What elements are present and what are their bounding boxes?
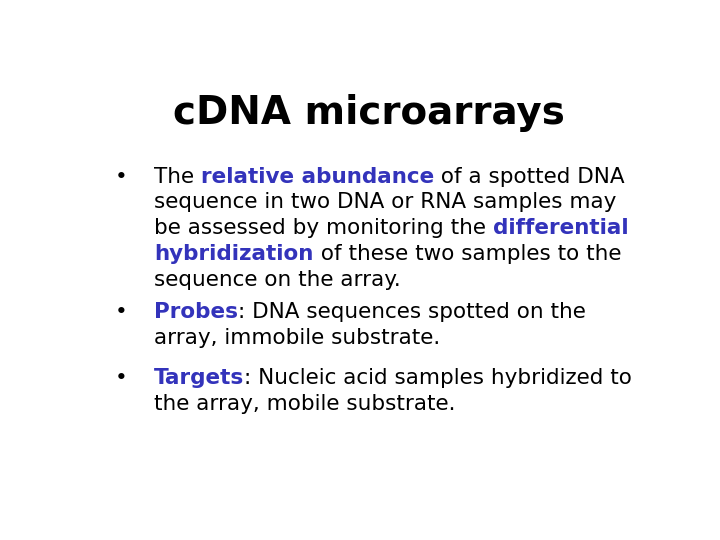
Text: •: • xyxy=(114,167,127,187)
Text: Targets: Targets xyxy=(154,368,244,388)
Text: differential: differential xyxy=(493,218,629,238)
Text: •: • xyxy=(114,368,127,388)
Text: sequence on the array.: sequence on the array. xyxy=(154,270,401,290)
Text: cDNA microarrays: cDNA microarrays xyxy=(173,94,565,132)
Text: sequence in two DNA or RNA samples may: sequence in two DNA or RNA samples may xyxy=(154,192,616,212)
Text: hybridization: hybridization xyxy=(154,244,313,264)
Text: array, immobile substrate.: array, immobile substrate. xyxy=(154,328,441,348)
Text: the array, mobile substrate.: the array, mobile substrate. xyxy=(154,394,456,414)
Text: •: • xyxy=(114,302,127,322)
Text: The: The xyxy=(154,167,201,187)
Text: of a spotted DNA: of a spotted DNA xyxy=(434,167,625,187)
Text: be assessed by monitoring the: be assessed by monitoring the xyxy=(154,218,493,238)
Text: Probes: Probes xyxy=(154,302,238,322)
Text: : DNA sequences spotted on the: : DNA sequences spotted on the xyxy=(238,302,586,322)
Text: of these two samples to the: of these two samples to the xyxy=(313,244,621,264)
Text: : Nucleic acid samples hybridized to: : Nucleic acid samples hybridized to xyxy=(244,368,632,388)
Text: relative abundance: relative abundance xyxy=(201,167,434,187)
